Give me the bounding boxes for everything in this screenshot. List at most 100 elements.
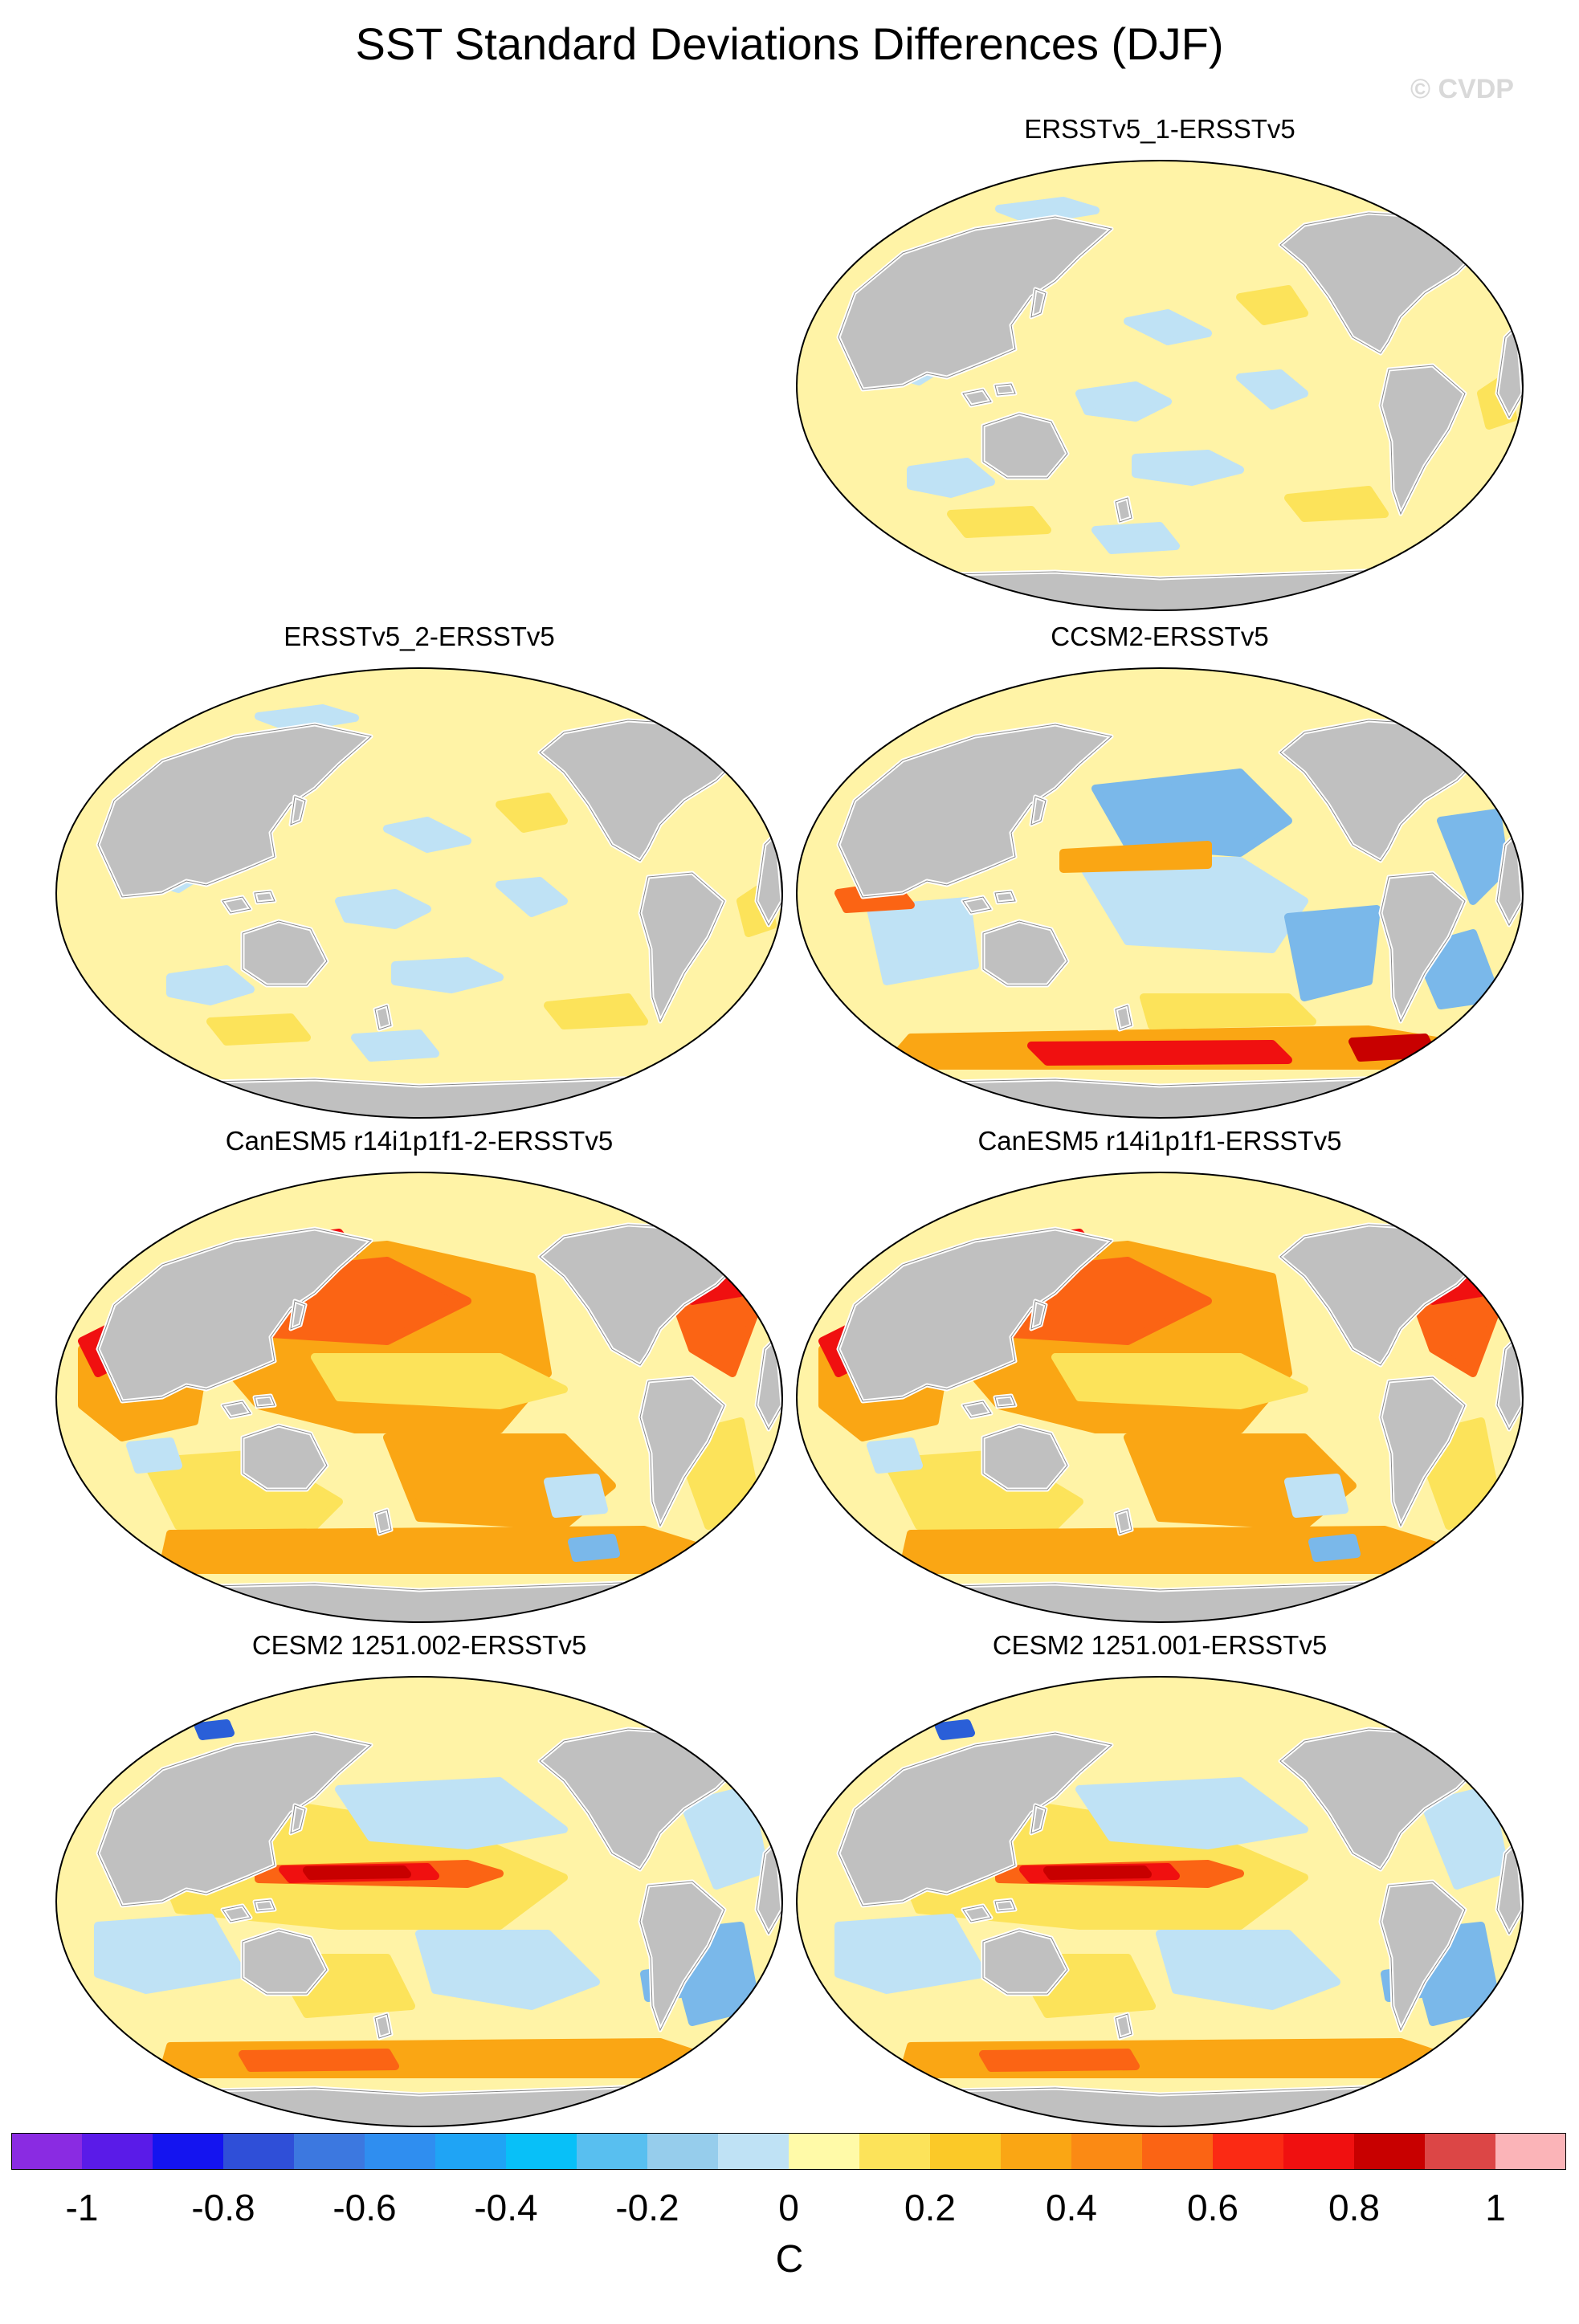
coastline	[1464, 1716, 1518, 1762]
coastline	[1380, 365, 1466, 516]
coastline	[1115, 1005, 1132, 1030]
anomaly-region	[1348, 1034, 1437, 1062]
coastline	[639, 1376, 725, 1527]
coastline	[962, 389, 992, 406]
anomaly-region	[158, 1526, 712, 1574]
coastline	[994, 383, 1016, 396]
colorbar-swatch	[365, 2133, 436, 2170]
colorbar-tick-label: -0.8	[191, 2187, 255, 2228]
coastline	[1380, 872, 1466, 1023]
colorbar-swatch	[647, 2133, 719, 2170]
panel-title: CESM2 1251.002-ERSSTv5	[251, 1630, 587, 1660]
anomaly-region	[1027, 1040, 1292, 1066]
anomaly-region	[166, 965, 255, 1005]
anomaly-region	[255, 704, 359, 732]
coastline	[242, 1929, 328, 1995]
panel-title: CESM2 1251.001-ERSSTv5	[992, 1630, 1328, 1660]
anomaly-region	[720, 1221, 761, 1249]
map-panel-canesm5-2: CanESM5 r14i1p1f1-2-ERSSTv5	[50, 1126, 789, 1632]
anomaly-region	[947, 506, 1051, 538]
colorbar-tick-label: 0.2	[904, 2187, 956, 2228]
colorbar-tick-label: 0.4	[1046, 2187, 1097, 2228]
coastline	[982, 1425, 1068, 1490]
anomaly-region	[335, 889, 431, 929]
anomaly-region	[899, 1526, 1453, 1574]
coastline	[222, 1401, 251, 1418]
anomaly-region	[867, 1437, 923, 1474]
anomaly-region	[544, 993, 648, 1029]
coastline	[838, 724, 1113, 898]
colorbar-swatch	[1354, 2133, 1426, 2170]
land-mass	[220, 1399, 253, 1420]
colorbar-swatch	[1213, 2133, 1284, 2170]
map-border	[796, 1676, 1524, 2127]
anomaly-region	[1461, 1221, 1501, 1249]
coastline	[97, 1732, 373, 1906]
anomaly-region	[1308, 1534, 1361, 1562]
coastline	[1380, 1376, 1466, 1527]
coastline	[242, 920, 328, 986]
map-panel-ersstv5-1: ERSSTv5_1-ERSSTv5	[790, 114, 1529, 620]
coastline	[242, 1425, 328, 1490]
anomaly-region	[126, 1437, 182, 1474]
land-mass	[961, 895, 994, 915]
anomaly-region	[1051, 1353, 1308, 1409]
anomaly-region	[1236, 285, 1308, 325]
anomaly-region	[544, 1474, 608, 1518]
coastline	[982, 1929, 1068, 1995]
map-plot	[55, 667, 783, 1119]
anomaly-region	[935, 1719, 975, 1740]
colorbar-tick-label: 0	[778, 2187, 799, 2228]
coastline	[962, 1401, 992, 1418]
anomaly-region	[867, 897, 979, 985]
map-border	[796, 1172, 1524, 1623]
anomaly-region	[496, 793, 568, 833]
colorbar-tick-label: -0.6	[333, 2187, 397, 2228]
cvdp-credit: © CVDP	[1410, 74, 1514, 104]
coastline	[374, 1509, 392, 1535]
colorbar-swatch	[223, 2133, 295, 2170]
land-mass	[220, 1903, 253, 1924]
coastline	[838, 1228, 1113, 1402]
colorbar-swatch	[1071, 2133, 1143, 2170]
panel-title: ERSSTv5_1-ERSSTv5	[1024, 114, 1295, 144]
land-mass	[1463, 1714, 1520, 1763]
colorbar-swatch	[1425, 2133, 1496, 2170]
colorbar-swatch	[82, 2133, 153, 2170]
colorbar-swatch	[930, 2133, 1002, 2170]
land-mass	[722, 1714, 779, 1763]
anomaly-region	[311, 1353, 568, 1409]
coastline	[374, 2013, 392, 2039]
anomaly-region	[391, 957, 504, 993]
anomaly-region	[1284, 905, 1381, 1001]
anomaly-region	[303, 1865, 411, 1880]
coastline	[222, 1905, 251, 1922]
coastline	[962, 896, 992, 914]
coastline	[97, 1228, 373, 1402]
map-plot	[796, 1676, 1524, 2127]
map-border	[796, 160, 1524, 611]
coastline	[1115, 2013, 1132, 2039]
anomaly-region	[1132, 450, 1244, 486]
coastline	[639, 1881, 725, 2032]
colorbar-unit: C	[775, 2238, 804, 2281]
coastline	[724, 707, 777, 753]
coastline	[838, 1732, 1113, 1906]
colorbar-swatch	[153, 2133, 224, 2170]
map-border	[55, 1172, 783, 1623]
colorbar-swatch	[506, 2133, 577, 2170]
colorbar-swatch	[859, 2133, 931, 2170]
map-plot	[55, 1172, 783, 1623]
colorbar-tick-label: -0.2	[615, 2187, 679, 2228]
colorbar-swatch	[1142, 2133, 1214, 2170]
coastline	[1030, 1804, 1047, 1834]
map-panel-cesm2-001: CESM2 1251.001-ERSSTv5	[790, 1630, 1529, 2136]
map-border	[55, 1676, 783, 2127]
land-mass	[961, 387, 994, 408]
coastline	[374, 1005, 392, 1030]
coastline	[838, 216, 1113, 390]
land-mass	[722, 706, 779, 755]
anomaly-region	[94, 1914, 247, 1994]
anomaly-region	[351, 1029, 439, 1062]
anomaly-region	[415, 1930, 600, 2010]
